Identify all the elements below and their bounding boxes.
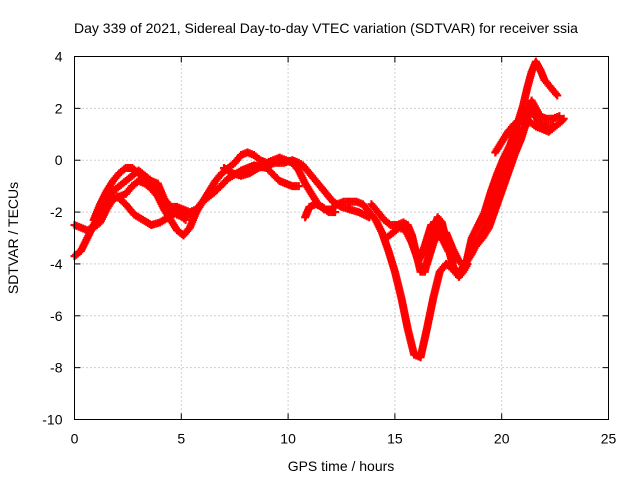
data-point [127, 207, 136, 216]
y-tick-label: -10 [42, 412, 62, 428]
data-point [443, 245, 452, 254]
data-point [371, 204, 380, 213]
data-point [118, 197, 127, 206]
data-point [546, 122, 555, 131]
data-point [516, 137, 525, 146]
data-point [215, 172, 224, 181]
x-tick-label: 15 [387, 431, 403, 447]
data-point [180, 214, 189, 223]
data-point [326, 194, 335, 203]
data-points-layer [70, 57, 568, 362]
y-tick-label: -6 [50, 308, 63, 324]
data-point [328, 208, 337, 217]
y-tick-label: -8 [50, 360, 63, 376]
chart-title: Day 339 of 2021, Sidereal Day-to-day VTE… [74, 20, 578, 36]
data-point [183, 226, 192, 235]
ticks-layer: 0 5 10 15 20 25 -10 -8 -6 -4 -2 0 2 4 [42, 49, 616, 447]
data-point [551, 89, 560, 98]
y-tick-label: 2 [55, 100, 63, 116]
data-point [377, 212, 386, 221]
data-point [309, 173, 318, 182]
data-point [234, 154, 243, 163]
data-point [553, 113, 562, 121]
data-point [221, 177, 230, 186]
x-tick-label: 20 [494, 431, 510, 447]
data-point [145, 176, 154, 185]
data-point [317, 184, 326, 193]
data-point [74, 222, 83, 231]
x-tick-label: 0 [71, 431, 79, 447]
data-point [558, 116, 567, 125]
data-point [544, 80, 553, 89]
data-point [507, 123, 516, 132]
data-point [363, 212, 372, 221]
data-point [302, 166, 311, 175]
data-point [420, 243, 429, 252]
y-tick-label: 4 [55, 49, 63, 65]
data-point [343, 204, 352, 213]
y-tick-label: 0 [55, 152, 63, 168]
data-point [190, 208, 199, 217]
data-point [550, 88, 559, 97]
data-point [177, 204, 186, 213]
plot-frame [74, 56, 609, 420]
data-point [125, 185, 134, 194]
data-point [178, 213, 187, 222]
x-axis-label: GPS time / hours [288, 458, 395, 474]
y-tick-label: -2 [50, 204, 63, 220]
x-tick-label: 10 [280, 431, 296, 447]
y-axis-label: SDTVAR / TECUs [5, 182, 21, 294]
y-tick-label: -4 [50, 256, 63, 272]
data-point [352, 207, 361, 216]
data-point [112, 172, 121, 181]
data-point [292, 182, 301, 191]
x-tick-label: 25 [601, 431, 617, 447]
x-tick-label: 5 [177, 431, 185, 447]
data-point [272, 174, 281, 183]
data-point [292, 157, 301, 166]
data-point [475, 237, 484, 246]
data-point [260, 162, 269, 171]
